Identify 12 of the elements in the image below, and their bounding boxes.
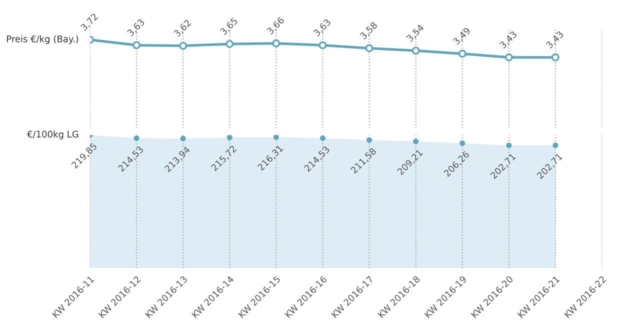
point xyxy=(226,40,234,48)
point xyxy=(272,39,280,48)
y-axis-title: Preis €/kg (Bay.) xyxy=(7,35,78,44)
point xyxy=(504,53,513,62)
point xyxy=(132,41,141,50)
point xyxy=(179,42,188,50)
point xyxy=(365,44,374,52)
point xyxy=(551,53,560,62)
point xyxy=(412,46,420,55)
point xyxy=(458,50,466,58)
y-axis-title: €/100kg LG xyxy=(27,130,78,140)
point xyxy=(318,41,327,50)
